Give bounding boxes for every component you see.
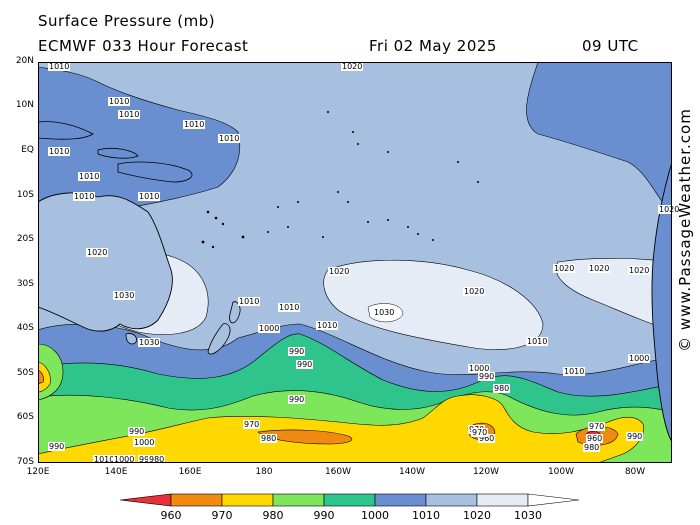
lon-label: 120E [26,467,50,477]
lon-label: 80W [624,467,646,477]
legend-swatch [221,493,274,507]
lat-label: 60S [16,412,34,422]
legend-value: 1000 [361,509,389,522]
lat-label: 10N [15,100,34,110]
lon-label: 120W [472,467,500,477]
lon-label: 160E [178,467,202,477]
legend-swatch [170,493,223,507]
lat-label: 20S [16,234,34,244]
lat-label: EQ [21,145,34,155]
land-australia [38,192,173,332]
pressure-field-960-970 [257,429,353,445]
lat-label: 50S [16,368,34,378]
legend-swatch [120,493,172,507]
land-new-zealand-north [229,301,241,324]
lon-label: 140W [398,467,426,477]
legend-value: 1010 [412,509,440,522]
legend-swatch [425,493,478,507]
pacific-islands [201,111,479,249]
pressure-field-sw-low-inner [38,361,51,393]
lon-label: 100W [547,467,575,477]
map-frame [38,62,672,463]
forecast-time: 09 UTC [582,37,639,55]
map-title: Surface Pressure (mb) [38,12,216,30]
legend-value: 960 [161,509,182,522]
lat-label: 40S [16,323,34,333]
land-tasmania [125,333,137,345]
lat-label: 70S [16,457,34,467]
lat-label: 20N [15,56,34,66]
pressure-field-970-980 [38,394,644,463]
legend-value: 1030 [514,509,542,522]
lon-label: 160W [324,467,352,477]
legend-value: 980 [263,509,284,522]
legend-swatch [374,493,427,507]
lat-label: 30S [16,279,34,289]
land-new-zealand-south [207,323,231,355]
legend-swatch [476,493,529,507]
pressure-field-high-east [555,258,672,331]
legend-value: 990 [314,509,335,522]
lon-label: 180 [255,467,273,477]
legend-value: 1020 [463,509,491,522]
pressure-map [38,62,672,463]
land-indonesia [38,121,139,159]
land-new-guinea [117,161,193,183]
lon-label: 140E [104,467,128,477]
pressure-field-sw-low-core [38,369,44,385]
forecast-model: ECMWF 033 Hour Forecast [38,37,249,55]
legend-swatch [527,493,580,507]
pressure-field-tropical-low-east [526,62,672,213]
color-legend: 960 970 980 990 1000 1010 1020 1030 [120,493,580,522]
legend-swatch [323,493,376,507]
lat-label: 10S [16,190,34,200]
forecast-date: Fri 02 May 2025 [369,37,497,55]
credit-text-box: © www.PassageWeather.com [673,60,697,400]
legend-swatch [272,493,325,507]
credit-text: © www.PassageWeather.com [676,108,694,352]
legend-value: 970 [212,509,233,522]
